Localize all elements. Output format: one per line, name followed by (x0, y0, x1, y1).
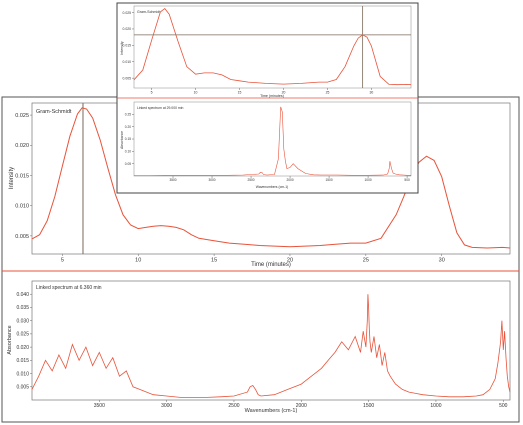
x-tick-label: 30 (370, 90, 374, 94)
y-axis-label: Intensity (9, 167, 15, 189)
y-tick-label: 0.05 (125, 162, 131, 166)
y-tick-label: 0.015 (123, 44, 132, 48)
x-tick-label: 1000 (365, 178, 372, 182)
y-tick-label: 0.025 (16, 332, 29, 338)
x-tick-label: 3000 (208, 178, 215, 182)
y-tick-label: 0.25 (125, 112, 131, 116)
x-tick-label: 20 (287, 258, 293, 264)
y-tick-label: 0.15 (125, 137, 131, 141)
y-tick-label: 0.010 (15, 204, 29, 210)
y-tick-label: 0.025 (123, 11, 132, 15)
y-tick-label: 0.020 (16, 345, 29, 351)
plot-area (31, 280, 511, 401)
x-axis-label: Time (minutes) (251, 262, 291, 268)
x-tick-label: 5 (61, 258, 64, 264)
y-tick-label: 0.005 (123, 76, 132, 80)
x-ticks: 5 10 15 20 25 30 (151, 88, 374, 94)
y-tick-label: 0.010 (123, 60, 132, 64)
y-axis-label: Intensity (120, 41, 124, 55)
chart-title: Linked spectrum at 29.000 min (137, 106, 183, 110)
chart-title: Gram-Schmidt (137, 10, 160, 14)
inset-spectrum-panel: Linked spectrum at 29.000 min Absorbance… (120, 101, 412, 189)
y-tick-label: 0.025 (15, 113, 29, 119)
x-axis-label: Wavenumbers (cm-1) (256, 185, 288, 189)
x-tick-label: 30 (439, 258, 445, 264)
y-tick-label: 0.020 (15, 143, 29, 149)
x-axis-label: Time (minutes) (260, 94, 284, 98)
spectrum-trace (31, 294, 511, 398)
y-tick-label: 0.020 (123, 27, 132, 31)
x-tick-label: 25 (326, 90, 330, 94)
y-ticks: 0.005 0.010 0.015 0.020 0.025 0.030 0.035 0.040 (16, 292, 32, 391)
x-tick-label: 1000 (430, 403, 441, 409)
y-tick-label: 0.010 (16, 371, 29, 377)
y-tick-label: 0.005 (15, 234, 29, 240)
x-tick-label: 10 (135, 258, 141, 264)
y-ticks: 0.005 0.010 0.015 0.020 0.025 (123, 11, 134, 80)
gram-schmidt-trace (133, 8, 412, 86)
y-tick-label: 0.005 (16, 385, 29, 391)
x-ticks: 5 10 15 20 25 30 (61, 254, 445, 264)
spectrum-trace (134, 106, 411, 176)
x-tick-label: 20 (282, 90, 286, 94)
x-tick-label: 3500 (94, 403, 105, 409)
y-tick-label: 0.015 (16, 358, 29, 364)
x-ticks: 3500 3000 2500 2000 1500 1000 500 (94, 400, 508, 409)
x-tick-label: 500 (499, 403, 508, 409)
y-ticks: 0.005 0.010 0.015 0.020 0.025 (15, 113, 32, 240)
x-tick-label: 2500 (228, 403, 239, 409)
x-ticks: 3500 3000 2500 2000 1500 1000 500 (169, 176, 410, 182)
x-tick-label: 3000 (161, 403, 172, 409)
chart-title: Gram-Schmidt (36, 109, 72, 115)
x-tick-label: 3500 (169, 178, 176, 182)
y-tick-label: 0.040 (16, 292, 29, 298)
spectrum-panel: Linked spectrum at 6.360 min Absorbance … (7, 280, 511, 414)
x-tick-label: 1500 (363, 403, 374, 409)
x-tick-label: 15 (211, 258, 217, 264)
x-tick-label: 15 (238, 90, 242, 94)
x-tick-label: 2500 (247, 178, 254, 182)
x-axis-label: Wavenumbers (cm-1) (245, 408, 298, 414)
y-ticks: 0.05 0.10 0.15 0.20 0.25 (125, 112, 134, 166)
x-tick-label: 500 (404, 178, 410, 182)
y-axis-label: Absorbance (7, 325, 13, 354)
y-axis-label: Absorbance (120, 131, 124, 149)
x-tick-label: 1500 (326, 178, 333, 182)
x-tick-label: 25 (363, 258, 369, 264)
y-tick-label: 0.035 (16, 305, 29, 311)
chart-title: Linked spectrum at 6.360 min (36, 285, 102, 291)
y-tick-label: 0.030 (16, 318, 29, 324)
y-tick-label: 0.20 (125, 125, 131, 129)
x-tick-label: 2000 (296, 403, 307, 409)
y-tick-label: 0.10 (125, 149, 131, 153)
x-tick-label: 2000 (287, 178, 294, 182)
plot-area (133, 5, 412, 89)
y-tick-label: 0.015 (15, 173, 29, 179)
gram-schmidt-trace (31, 107, 511, 249)
x-tick-label: 10 (194, 90, 198, 94)
inset-gram-schmidt-panel: Gram-Schmidt Intensity Time (minutes) 5 1… (120, 5, 412, 98)
x-tick-label: 5 (151, 90, 153, 94)
